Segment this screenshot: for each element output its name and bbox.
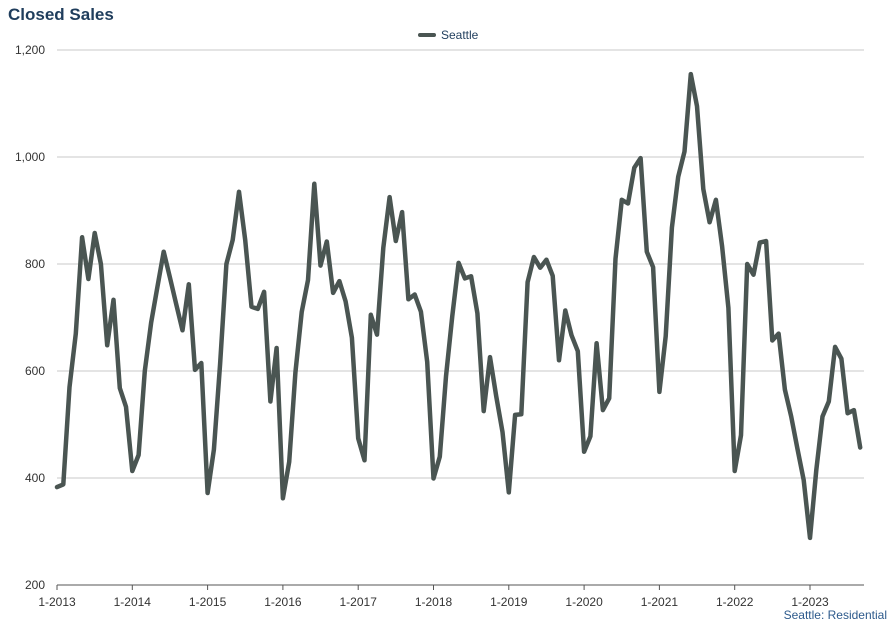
x-tick-label: 1-2022 (716, 595, 754, 609)
y-tick-label: 1,200 (15, 43, 45, 57)
source-note: Seattle: Residential (783, 608, 887, 622)
x-tick-label: 1-2016 (264, 595, 302, 609)
x-tick-label: 1-2021 (641, 595, 679, 609)
chart-title: Closed Sales (8, 5, 114, 24)
y-tick-label: 800 (25, 257, 45, 271)
x-tick-label: 1-2020 (565, 595, 603, 609)
y-axis: 200 400 600 800 1,000 1,200 (15, 43, 45, 592)
legend: Seattle (418, 28, 478, 42)
x-tick-label: 1-2015 (189, 595, 227, 609)
y-tick-label: 600 (25, 364, 45, 378)
y-tick-label: 400 (25, 471, 45, 485)
x-axis: 1-2013 1-2014 1-2015 1-2016 1-2017 1-2018 1-20… (38, 584, 864, 609)
y-tick-label: 200 (25, 578, 45, 592)
x-tick-label: 1-2019 (490, 595, 528, 609)
series-line-seattle (54, 71, 863, 541)
x-tick-label: 1-2023 (791, 595, 829, 609)
x-tick-label: 1-2014 (114, 595, 152, 609)
x-tick-label: 1-2013 (38, 595, 76, 609)
legend-label: Seattle (441, 28, 479, 42)
x-tick-label: 1-2018 (415, 595, 453, 609)
legend-swatch (418, 33, 436, 37)
x-tick-label: 1-2017 (340, 595, 378, 609)
y-tick-label: 1,000 (15, 150, 45, 164)
